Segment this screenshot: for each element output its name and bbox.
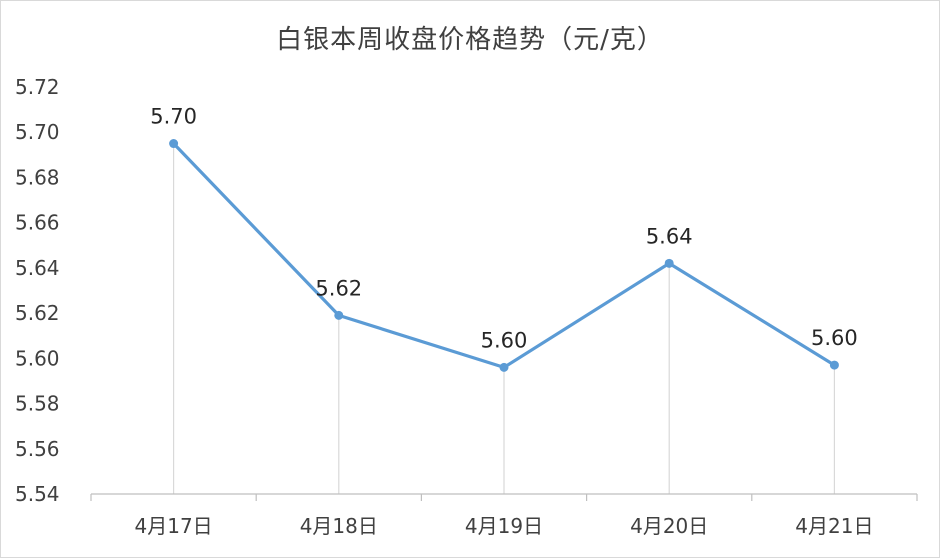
y-tick-label: 5.56 <box>15 437 60 461</box>
data-point <box>334 310 344 320</box>
data-point <box>499 362 509 372</box>
data-point <box>829 360 839 370</box>
x-tick-label: 4月20日 <box>630 514 708 538</box>
data-label: 5.64 <box>646 224 693 248</box>
chart-title: 白银本周收盘价格趋势（元/克） <box>276 25 664 55</box>
y-tick-label: 5.60 <box>15 346 60 370</box>
x-tick-label: 4月18日 <box>300 514 378 538</box>
y-tick-label: 5.66 <box>15 211 60 235</box>
x-tick-label: 4月21日 <box>795 514 873 538</box>
y-tick-label: 5.62 <box>15 301 60 325</box>
y-tick-label: 5.58 <box>15 392 60 416</box>
y-tick-label: 5.72 <box>15 75 60 99</box>
x-tick-label: 4月19日 <box>465 514 543 538</box>
x-tick-label: 4月17日 <box>135 514 213 538</box>
data-point <box>169 139 179 149</box>
data-label: 5.70 <box>150 105 197 129</box>
y-tick-label: 5.70 <box>15 120 60 144</box>
data-point <box>664 258 674 268</box>
y-tick-label: 5.68 <box>15 165 60 189</box>
data-label: 5.60 <box>481 328 528 352</box>
data-label: 5.60 <box>811 326 858 350</box>
y-tick-label: 5.64 <box>15 256 60 280</box>
y-tick-label: 5.54 <box>15 482 60 506</box>
data-label: 5.62 <box>315 276 362 300</box>
